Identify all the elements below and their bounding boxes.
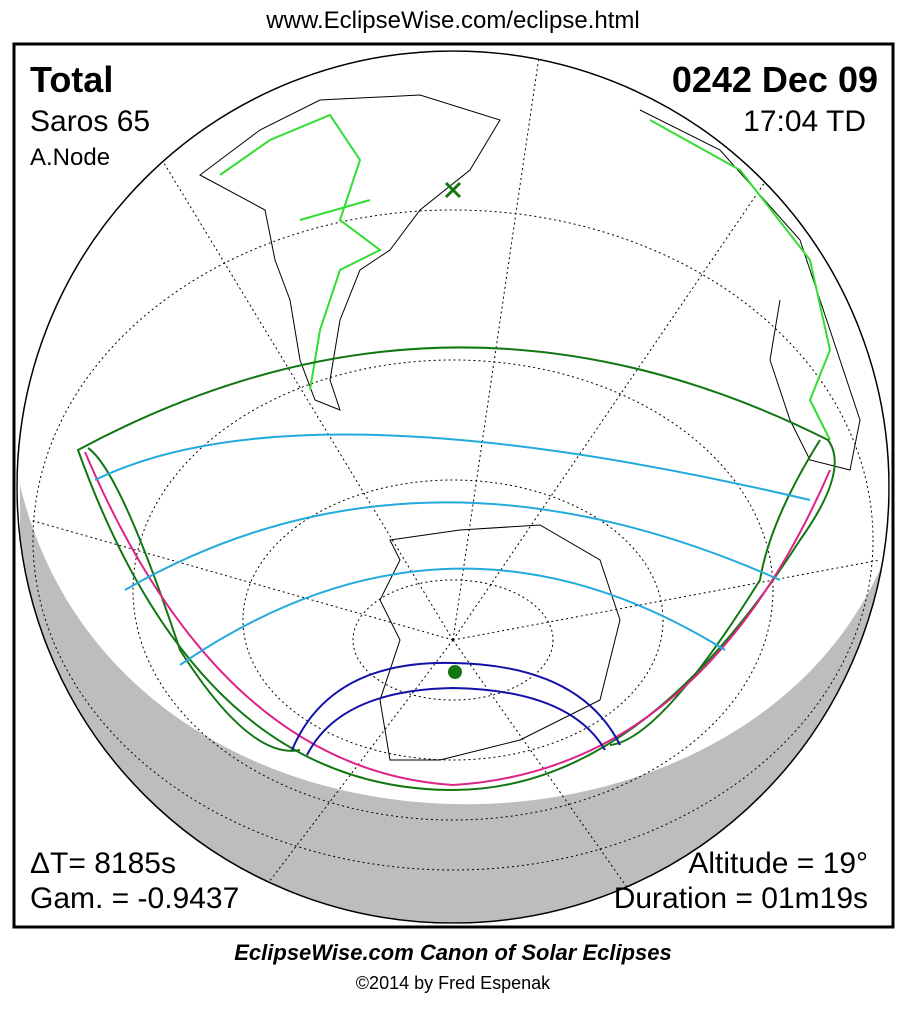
footer-credit: ©2014 by Fred Espenak (356, 973, 551, 993)
duration: Duration = 01m19s (614, 882, 868, 915)
graticule (29, 51, 881, 921)
saros: Saros 65 (30, 105, 150, 138)
delta-t: ΔT= 8185s (30, 847, 176, 880)
node: A.Node (30, 144, 110, 171)
gamma: Gam. = -0.9437 (30, 882, 239, 915)
antarctica (379, 524, 621, 761)
umbra-path (291, 661, 621, 756)
globe-outline (17, 51, 889, 923)
url: www.EclipseWise.com/eclipse.html (265, 7, 639, 34)
eclipse-type: Total (30, 59, 113, 100)
penumbra-lines (94, 433, 811, 666)
altitude: Altitude = 19° (688, 847, 868, 880)
greatest-eclipse-mark (448, 665, 462, 679)
africa-borders (649, 119, 832, 441)
horizon-curve (84, 451, 831, 787)
time: 17:04 TD (743, 105, 866, 138)
south-america (199, 94, 501, 411)
frame-border (12, 42, 895, 929)
footer-title: EclipseWise.com Canon of Solar Eclipses (234, 940, 672, 965)
borders (219, 113, 382, 391)
subsolar-mark (444, 181, 462, 199)
date: 0242 Dec 09 (672, 59, 878, 100)
